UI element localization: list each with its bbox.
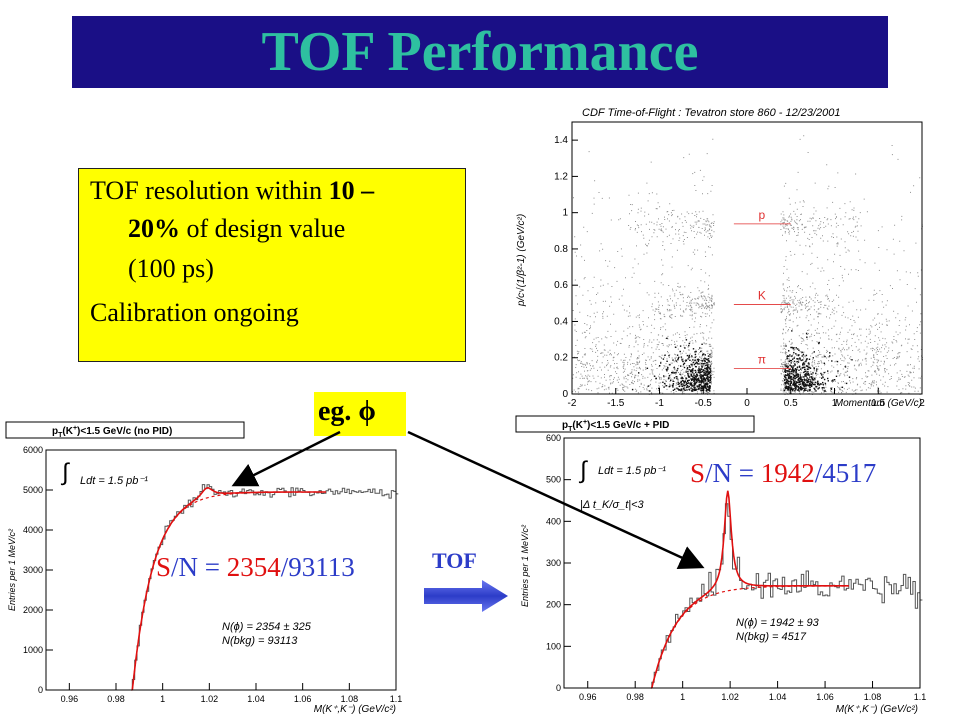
hist-ytick-label: 200 <box>546 600 561 610</box>
hist-xtick-label: 1.1 <box>390 694 403 704</box>
hist1-nphi: N(ϕ) = 2354 ± 325 <box>222 621 312 633</box>
hist2-integral-sign: ∫ <box>578 457 588 484</box>
hist-xtick-label: 0.96 <box>579 692 597 702</box>
bullet-line-3: (100 ps) <box>128 254 214 283</box>
hist1-integral-sign: ∫ <box>60 459 70 486</box>
hist1-data <box>46 484 399 691</box>
band-label: π <box>758 353 766 367</box>
scatter-ytick-label: 0.8 <box>554 244 568 255</box>
scatter-ylabel: p/c√(1/β²-1) (GeV/c²) <box>515 214 527 307</box>
bullet-box <box>78 168 466 362</box>
hist-xtick-label: 1.08 <box>864 692 882 702</box>
hist-ytick-label: 400 <box>546 516 561 526</box>
hist-xtick-label: 1.08 <box>341 694 359 704</box>
title-bar <box>72 16 888 88</box>
hist2-fit <box>650 490 849 689</box>
hist1-frame <box>45 449 397 691</box>
scatter-xtick-label: -1.5 <box>607 398 625 409</box>
hist2-nphi: N(ϕ) = 1942 ± 93 <box>736 617 820 629</box>
hist1-title: pT(K+)<1.5 GeV/c (no PID) <box>52 425 172 439</box>
hist-ytick-label: 0 <box>556 683 561 693</box>
bullet-line-2: 20% of design value <box>128 214 346 243</box>
hist-ytick-label: 6000 <box>23 445 43 455</box>
scatter-ytick-label: 0.6 <box>554 280 568 291</box>
hist2-cut: |Δ t_K/σ_t|<3 <box>580 499 645 511</box>
scatter-xtick-label: -2 <box>568 398 577 409</box>
tof-scatter-chart: CDF Time-of-Flight : Tevatron store 860 … <box>515 107 925 409</box>
scatter-xtick-label: 1.5 <box>871 398 885 409</box>
hist1-xlabel: M(K⁺,K⁻) (GeV/c²) <box>314 704 396 715</box>
hist1-fit <box>131 486 326 691</box>
hist-ytick-label: 0 <box>38 685 43 695</box>
scatter-frame <box>571 121 923 395</box>
hist-xtick-label: 1.02 <box>721 692 739 702</box>
example-box <box>314 392 406 436</box>
scatter-points <box>572 135 923 395</box>
hist-xtick-label: 1 <box>160 694 165 704</box>
scatter-xtick-label: -1 <box>655 398 664 409</box>
hist-ytick-label: 600 <box>546 433 561 443</box>
hist2-title: pT(K+)<1.5 GeV/c + PID <box>562 419 669 433</box>
scatter-xlabel: Momentum (GeV/c) <box>835 398 922 409</box>
scatter-ytick-label: 1.4 <box>554 135 568 146</box>
hist1-lumi: Ldt = 1.5 pb⁻¹ <box>80 475 148 487</box>
scatter-ytick-label: 0.4 <box>554 316 568 327</box>
hist-xtick-label: 0.96 <box>61 694 79 704</box>
scatter-ytick-label: 1.2 <box>554 171 568 182</box>
hist-ytick-label: 5000 <box>23 485 43 495</box>
example-label: eg. ϕ <box>318 396 376 427</box>
hist1-bkg-fit <box>131 491 326 691</box>
hist-xtick-label: 0.98 <box>107 694 125 704</box>
tof-arrow-label: TOF <box>432 548 477 573</box>
scatter-point-cloud <box>572 135 923 395</box>
hist-xtick-label: 1.04 <box>247 694 265 704</box>
hist-xtick-label: 1.02 <box>201 694 219 704</box>
scatter-xtick-label: 1 <box>832 398 838 409</box>
hist-xtick-label: 1.06 <box>294 694 312 704</box>
scatter-ytick-label: 1 <box>562 208 568 219</box>
slide-title: TOF Performance <box>261 21 699 83</box>
bullet-line-4: Calibration ongoing <box>90 298 299 327</box>
hist2-xlabel: M(K⁺,K⁻) (GeV/c²) <box>836 704 918 715</box>
hist-ytick-label: 100 <box>546 641 561 651</box>
hist-xtick-label: 1 <box>680 692 685 702</box>
scatter-axes: -2 -1.5 -1 -0.5 0 0.5 1 1.5 2 0 0.2 0.4 0.6 0.8 1 1.2 1.… <box>554 135 925 409</box>
hist-ytick-label: 4000 <box>23 525 43 535</box>
scatter-band-labels: p Kπ <box>733 208 791 370</box>
hist1-nbkg: N(bkg) = 93113 <box>222 635 298 647</box>
sn-right: S/N = 1942/4517 <box>690 458 877 488</box>
scatter-title: CDF Time-of-Flight : Tevatron store 860 … <box>582 107 841 119</box>
hist-xtick-label: 0.98 <box>626 692 644 702</box>
scatter-xtick-label: 0.5 <box>784 398 798 409</box>
hist2-data <box>564 503 923 689</box>
bullet-line-1: TOF resolution within 10 – <box>90 176 375 205</box>
hist-xtick-label: 1.06 <box>816 692 834 702</box>
sn-left: S/N = 2354/93113 <box>156 552 355 582</box>
hist-ytick-label: 500 <box>546 475 561 485</box>
hist-ytick-label: 3000 <box>23 565 43 575</box>
noPID-histogram: pT(K+)<1.5 GeV/c (no PID) 0.96 0.98 1 1.02 1… <box>5 421 403 715</box>
hist2-nbkg: N(bkg) = 4517 <box>736 631 807 643</box>
hist-ytick-label: 2000 <box>23 605 43 615</box>
band-label: K <box>758 288 766 302</box>
tof-arrow <box>424 580 508 612</box>
scatter-ytick-label: 0 <box>562 389 568 400</box>
hist2-ylabel: Entries per 1 MeV/c² <box>520 524 530 607</box>
hist-xtick-label: 1.04 <box>769 692 787 702</box>
scatter-xtick-label: 0 <box>744 398 750 409</box>
band-label: p <box>759 208 766 222</box>
hist-ytick-label: 1000 <box>23 645 43 655</box>
scatter-ytick-label: 0.2 <box>554 353 568 364</box>
hist1-ylabel: Entries per 1 MeV/c² <box>7 528 17 611</box>
hist-ytick-label: 300 <box>546 558 561 568</box>
hist1-title-box <box>5 421 245 439</box>
hist2-lumi: Ldt = 1.5 pb⁻¹ <box>598 465 666 477</box>
scatter-xtick-label: 2 <box>919 398 925 409</box>
hist-xtick-label: 1.1 <box>914 692 927 702</box>
scatter-xtick-label: -0.5 <box>695 398 713 409</box>
